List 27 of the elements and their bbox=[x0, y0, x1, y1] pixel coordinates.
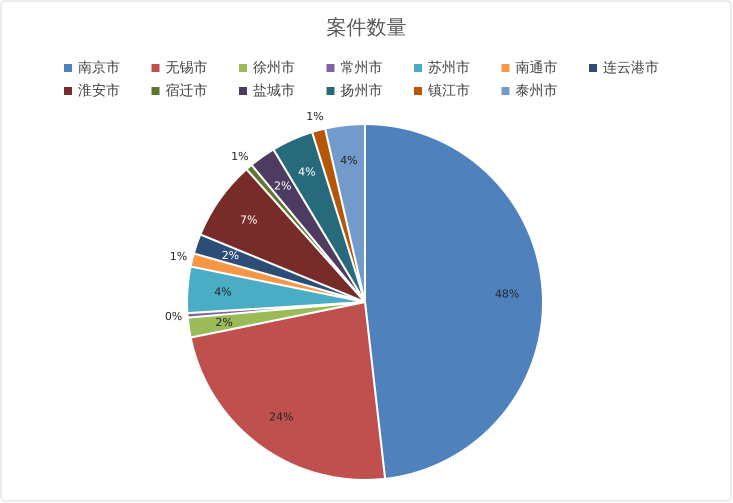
data-label: 2% bbox=[274, 179, 292, 192]
legend-label: 扬州市 bbox=[340, 83, 382, 99]
data-label: 48% bbox=[494, 287, 520, 300]
legend-label: 宿迁市 bbox=[166, 83, 208, 99]
legend-label: 徐州市 bbox=[253, 60, 295, 76]
data-label: 1% bbox=[170, 250, 188, 264]
legend-label: 连云港市 bbox=[603, 60, 659, 76]
legend-label: 无锡市 bbox=[166, 60, 208, 76]
data-label: 24% bbox=[269, 410, 294, 424]
data-label: 1% bbox=[231, 150, 249, 163]
data-label: 4% bbox=[340, 154, 358, 168]
legend-label: 盐城市 bbox=[253, 83, 295, 99]
data-label: 1% bbox=[306, 110, 324, 124]
data-label: 4% bbox=[298, 166, 316, 179]
legend-label: 镇江市 bbox=[427, 83, 470, 99]
legend-label: 泰州市 bbox=[516, 83, 558, 99]
legend-label: 南通市 bbox=[516, 60, 558, 76]
legend-label: 南京市 bbox=[78, 60, 120, 76]
data-label: 7% bbox=[240, 213, 258, 226]
legend-label: 苏州市 bbox=[428, 60, 470, 76]
legend-label: 常州市 bbox=[340, 60, 382, 76]
data-label: 4% bbox=[214, 286, 232, 299]
data-label: 0% bbox=[164, 310, 182, 323]
data-label: 2% bbox=[215, 316, 233, 330]
chart-title: 案件数量 bbox=[326, 15, 406, 39]
legend-label: 淮安市 bbox=[78, 83, 120, 99]
data-label: 2% bbox=[222, 248, 240, 262]
